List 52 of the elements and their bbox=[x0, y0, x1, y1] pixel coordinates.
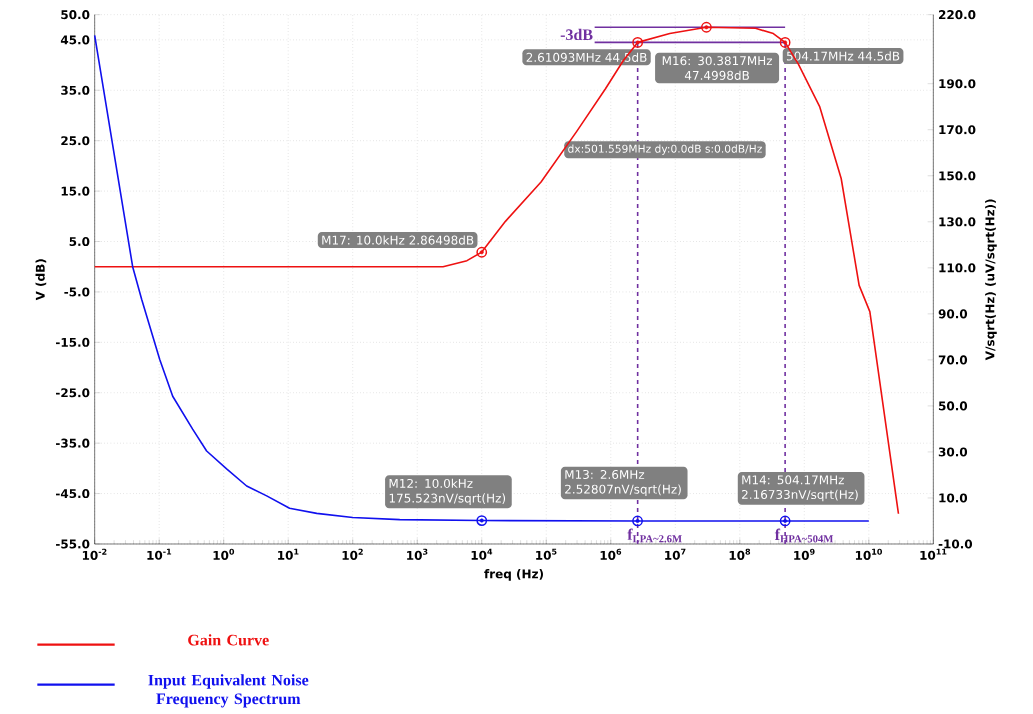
data-label: M17: 10.0kHz 2.86498dB bbox=[322, 235, 474, 245]
y2-tick-label: 90.0 bbox=[938, 309, 968, 319]
data-label: M12: 10.0kHz 175.523nV/sqrt(Hz) bbox=[389, 478, 506, 505]
y2-tick-label: 170.0 bbox=[939, 125, 976, 135]
y2-tick-label: 130.0 bbox=[939, 217, 976, 227]
y2-tick-label: 70.0 bbox=[938, 355, 968, 365]
y2-tick-label: 190.0 bbox=[939, 79, 976, 89]
text: Gain Curve bbox=[188, 634, 269, 646]
y-tick-label: -15.0 bbox=[56, 337, 90, 347]
y-tick-label: 25.0 bbox=[61, 136, 90, 146]
x-tick-label: 10$^{1}$ bbox=[278, 548, 299, 560]
y2-tick-label: 110.0 bbox=[939, 263, 976, 273]
ref-line-label: -3dB bbox=[560, 28, 593, 41]
y2-tick-label: 50.0 bbox=[938, 401, 968, 411]
x-tick-label: 10$^{0}$ bbox=[213, 548, 235, 560]
y-tick-label: -5.0 bbox=[64, 287, 90, 297]
x-tick-label: 10$^{7}$ bbox=[665, 548, 686, 560]
y-tick-label: 15.0 bbox=[61, 186, 90, 196]
y2-tick-label: 220.0 bbox=[938, 10, 976, 20]
y-tick-label: 5.0 bbox=[69, 236, 90, 247]
data-label: M14: 504.17MHz 2.16733nV/sqrt(Hz) bbox=[742, 475, 858, 502]
x-tick-label: 10$^{9}$ bbox=[794, 548, 815, 560]
x-tick-label: 10$^{8}$ bbox=[729, 548, 751, 560]
y-tick-label: -25.0 bbox=[56, 388, 90, 398]
data-label: M16: 30.3817MHz 47.4998dB bbox=[662, 56, 773, 80]
y-tick-label: 45.0 bbox=[60, 35, 90, 45]
annotation: dx:501.559MHz dy:0.0dB s:0.0dB/Hz bbox=[568, 144, 762, 155]
x-tick-label: 10$^{-2}$ bbox=[82, 548, 107, 560]
x-tick-label: 10$^{11}$ bbox=[920, 548, 947, 560]
x-tick-label: 10$^{3}$ bbox=[407, 548, 428, 560]
ref-line-label: f$_{HPA~504M}$ bbox=[774, 528, 834, 543]
y2-tick-label: -10.0 bbox=[938, 539, 973, 549]
y2-tick-label: 10.0 bbox=[939, 493, 968, 503]
legend-label: Input Equivalent Noise Frequency Spectrum bbox=[148, 674, 309, 708]
y-tick-label: -35.0 bbox=[56, 438, 90, 448]
y-tick-label: 35.0 bbox=[61, 85, 90, 95]
y2-tick-label: 30.0 bbox=[938, 447, 968, 457]
y-tick-label: -45.0 bbox=[56, 489, 90, 499]
x-tick-label: 10$^{5}$ bbox=[536, 548, 557, 560]
x-axis-title: freq (Hz) bbox=[484, 569, 543, 581]
data-label: M13: 2.6MHz 2.52807nV/sqrt(Hz) bbox=[565, 469, 681, 497]
y-tick-label: 50.0 bbox=[61, 10, 90, 20]
x-tick-label: 10$^{2}$ bbox=[342, 548, 363, 560]
y-tick-label: -55.0 bbox=[56, 539, 90, 549]
x-tick-label: 10$^{-1}$ bbox=[147, 548, 172, 560]
ref-line-label: f$_{LPA~2.6M}$ bbox=[627, 528, 682, 543]
y2-tick-label: 150.0 bbox=[939, 171, 976, 181]
y-axis-title: V (dB) bbox=[35, 259, 47, 301]
x-tick-label: 10$^{6}$ bbox=[600, 548, 622, 560]
x-tick-label: 10$^{10}$ bbox=[855, 548, 883, 560]
y2-axis-title: V/sqrt(Hz) (uV/sqrt(Hz)) bbox=[985, 199, 997, 361]
x-tick-label: 10$^{4}$ bbox=[471, 548, 493, 560]
